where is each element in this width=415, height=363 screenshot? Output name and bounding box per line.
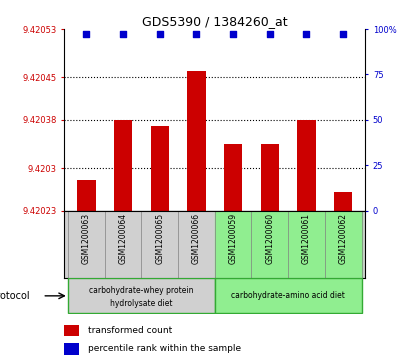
Bar [297, 120, 316, 211]
Text: protocol: protocol [0, 291, 29, 301]
Bar [151, 126, 169, 211]
Bar [64, 343, 79, 355]
Point [193, 32, 200, 37]
Bar [261, 144, 279, 211]
Text: GSM1200062: GSM1200062 [339, 213, 348, 264]
Text: carbohydrate-whey protein: carbohydrate-whey protein [89, 286, 194, 295]
Point [266, 32, 273, 37]
Text: GSM1200059: GSM1200059 [229, 213, 238, 264]
Text: GSM1200060: GSM1200060 [265, 213, 274, 264]
Bar [114, 120, 132, 211]
Point [303, 32, 310, 37]
Text: GSM1200065: GSM1200065 [155, 213, 164, 264]
Point [83, 32, 90, 37]
Text: GSM1200066: GSM1200066 [192, 213, 201, 264]
Bar [224, 144, 242, 211]
Text: hydrolysate diet: hydrolysate diet [110, 299, 173, 307]
Text: GSM1200061: GSM1200061 [302, 213, 311, 264]
Point [156, 32, 163, 37]
Text: GSM1200064: GSM1200064 [119, 213, 127, 264]
Bar [64, 325, 79, 336]
Title: GDS5390 / 1384260_at: GDS5390 / 1384260_at [142, 15, 288, 28]
Text: GSM1200063: GSM1200063 [82, 213, 91, 264]
Bar [215, 278, 361, 313]
Point [340, 32, 347, 37]
Point [230, 32, 237, 37]
Text: transformed count: transformed count [88, 326, 173, 335]
Point [120, 32, 126, 37]
Bar [215, 211, 361, 278]
Bar [334, 192, 352, 211]
Text: percentile rank within the sample: percentile rank within the sample [88, 344, 242, 354]
Bar [68, 278, 215, 313]
Text: carbohydrate-amino acid diet: carbohydrate-amino acid diet [231, 291, 345, 300]
Bar [77, 180, 95, 211]
Bar [187, 72, 205, 211]
